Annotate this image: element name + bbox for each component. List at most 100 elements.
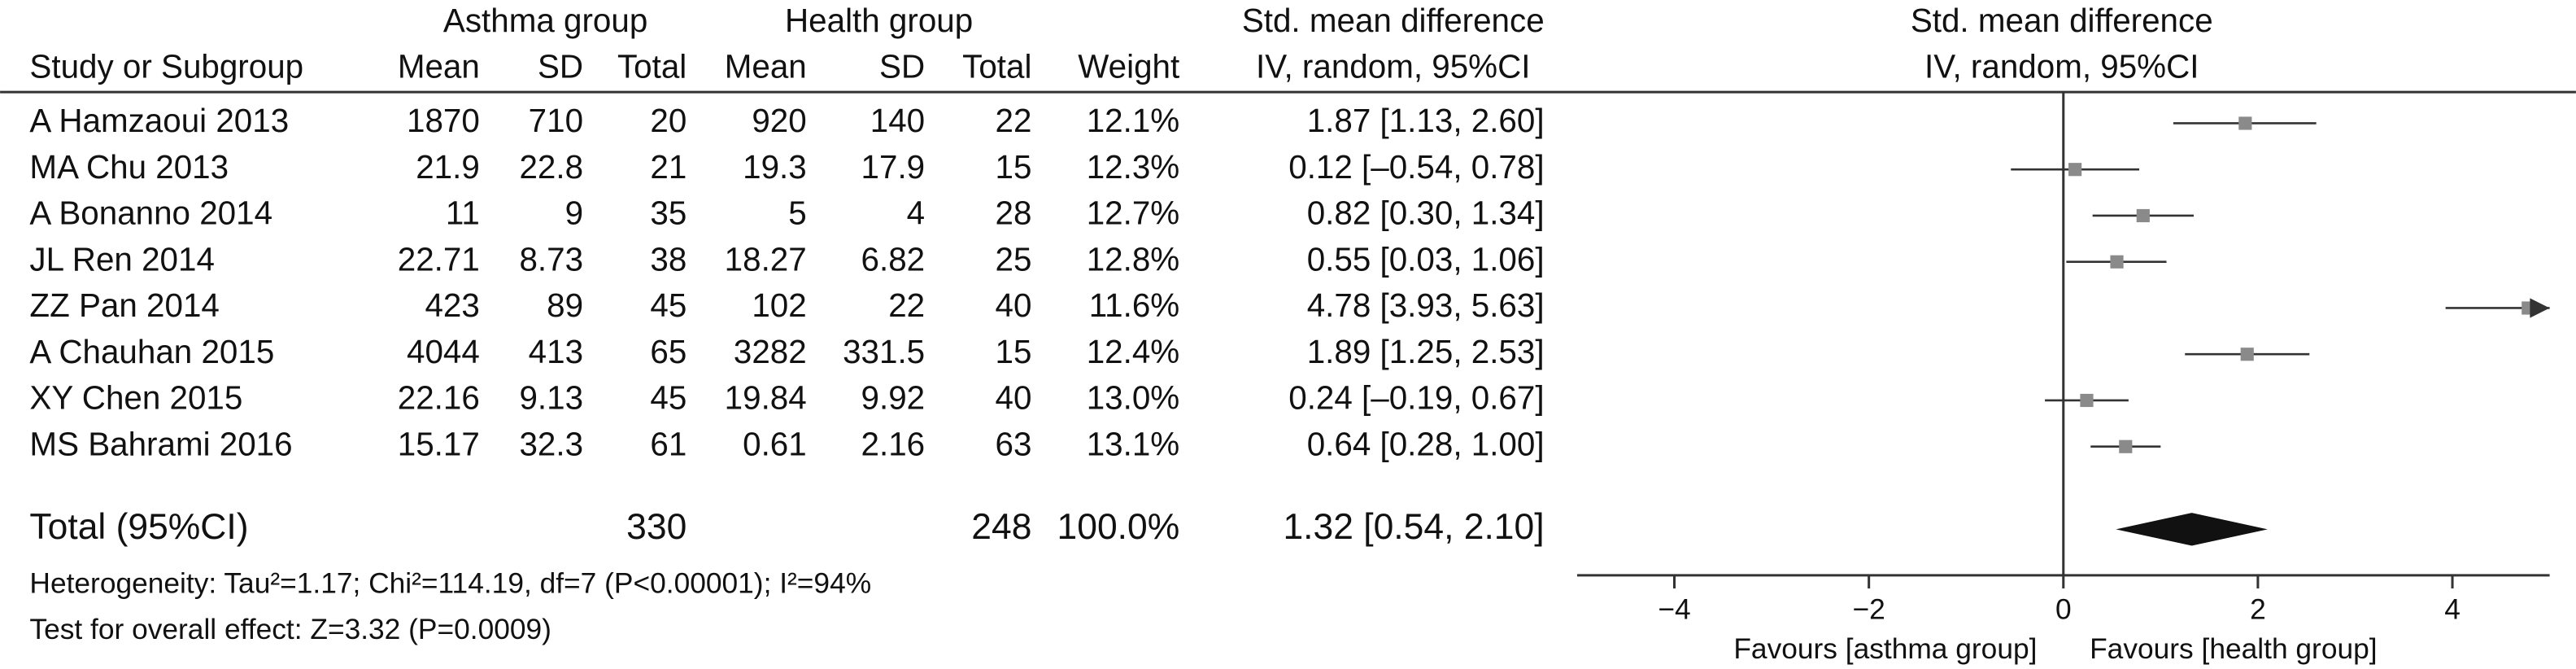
column-header: SD bbox=[879, 47, 925, 85]
x-tick-label: 4 bbox=[2444, 594, 2460, 626]
table-cell: 45 bbox=[650, 379, 686, 417]
table-cell: 12.8% bbox=[1087, 240, 1179, 278]
table-cell: 61 bbox=[650, 425, 686, 462]
table-cell: 65 bbox=[650, 333, 686, 370]
effect-square bbox=[2136, 208, 2150, 223]
table-cell: 9.92 bbox=[861, 379, 926, 417]
table-cell: 40 bbox=[996, 379, 1032, 417]
column-header: Study or Subgroup bbox=[29, 47, 303, 85]
table-cell: 21 bbox=[650, 148, 686, 186]
study-name: A Chauhan 2015 bbox=[29, 333, 274, 370]
column-header: SD bbox=[538, 47, 583, 85]
column-header: Mean bbox=[725, 47, 807, 85]
column-header: Total bbox=[617, 47, 686, 85]
table-cell: 11.6% bbox=[1089, 286, 1179, 324]
table-cell: 5 bbox=[788, 195, 806, 232]
column-header: Mean bbox=[398, 47, 480, 85]
table-cell: 0.61 bbox=[743, 425, 807, 462]
column-header: Total bbox=[962, 47, 1031, 85]
table-cell: 28 bbox=[996, 195, 1032, 232]
table-cell: 0.12 [–0.54, 0.78] bbox=[1288, 148, 1544, 186]
chart-title: Std. mean difference bbox=[1911, 2, 2213, 39]
table-cell: 22 bbox=[996, 102, 1032, 139]
study-name: A Bonanno 2014 bbox=[29, 195, 272, 232]
effect-header: Std. mean difference bbox=[1242, 2, 1545, 39]
effect-square bbox=[2240, 348, 2254, 361]
table-cell: 63 bbox=[996, 425, 1032, 462]
table-cell: 4.78 [3.93, 5.63] bbox=[1307, 286, 1545, 324]
table-cell: 140 bbox=[870, 102, 925, 139]
x-tick-label: 2 bbox=[2250, 594, 2266, 626]
table-cell: 4 bbox=[907, 195, 925, 232]
table-cell: 3282 bbox=[734, 333, 807, 370]
x-tick-label: −2 bbox=[1853, 594, 1885, 626]
table-cell: 22.16 bbox=[398, 379, 480, 417]
total-cell: 330 bbox=[626, 507, 686, 547]
column-header: Weight bbox=[1078, 47, 1179, 85]
table-cell: 2.16 bbox=[861, 425, 926, 462]
table-cell: 45 bbox=[650, 286, 686, 324]
heterogeneity: Heterogeneity: Tau²=1.17; Chi²=114.19, d… bbox=[29, 567, 871, 599]
study-name: MA Chu 2013 bbox=[29, 148, 229, 186]
study-name: JL Ren 2014 bbox=[29, 240, 214, 278]
total-cell: 248 bbox=[971, 507, 1031, 547]
table-cell: 0.82 [0.30, 1.34] bbox=[1307, 195, 1545, 232]
table-cell: 32.3 bbox=[519, 425, 583, 462]
overall-effect: Test for overall effect: Z=3.32 (P=0.000… bbox=[29, 614, 551, 645]
study-name: XY Chen 2015 bbox=[29, 379, 242, 417]
study-name: A Hamzaoui 2013 bbox=[29, 102, 289, 139]
table-cell: 9.13 bbox=[519, 379, 583, 417]
table-cell: 0.55 [0.03, 1.06] bbox=[1307, 240, 1545, 278]
study-marks bbox=[2011, 116, 2550, 453]
ci-arrow bbox=[2530, 298, 2550, 318]
table-cell: 1.89 [1.25, 2.53] bbox=[1307, 333, 1545, 370]
effect-square bbox=[2110, 255, 2124, 269]
table-cell: 102 bbox=[752, 286, 806, 324]
effect-square bbox=[2068, 163, 2082, 177]
table-cell: 413 bbox=[529, 333, 583, 370]
table-cell: 18.27 bbox=[725, 240, 807, 278]
group-header: Health group bbox=[785, 2, 973, 39]
table-cell: 20 bbox=[650, 102, 686, 139]
effect-square bbox=[2238, 116, 2252, 130]
table-cell: 12.1% bbox=[1087, 102, 1179, 139]
total-label: Total (95%CI) bbox=[29, 507, 248, 547]
study-name: ZZ Pan 2014 bbox=[29, 286, 219, 324]
table-cell: 38 bbox=[650, 240, 686, 278]
table-cell: 35 bbox=[650, 195, 686, 232]
table-cell: 423 bbox=[425, 286, 479, 324]
table-cell: 15 bbox=[996, 148, 1032, 186]
table-cell: 22 bbox=[888, 286, 925, 324]
table-cell: 710 bbox=[529, 102, 583, 139]
table-cell: 1.87 [1.13, 2.60] bbox=[1307, 102, 1545, 139]
total-cell: 1.32 [0.54, 2.10] bbox=[1283, 507, 1544, 547]
group-header: Asthma group bbox=[443, 2, 647, 39]
table-cell: 13.1% bbox=[1087, 425, 1179, 462]
effect-header: IV, random, 95%CI bbox=[1256, 47, 1530, 85]
effect-square bbox=[2080, 393, 2094, 408]
table-cell: 0.64 [0.28, 1.00] bbox=[1307, 425, 1545, 462]
table-cell: 17.9 bbox=[861, 148, 926, 186]
table-cell: 8.73 bbox=[519, 240, 583, 278]
table-cell: 331.5 bbox=[843, 333, 925, 370]
table-cell: 40 bbox=[996, 286, 1032, 324]
table-cell: 13.0% bbox=[1087, 379, 1179, 417]
table-cell: 12.7% bbox=[1087, 195, 1179, 232]
table-cell: 22.8 bbox=[519, 148, 583, 186]
table-cell: 920 bbox=[752, 102, 806, 139]
table-cell: 9 bbox=[565, 195, 583, 232]
table-cell: 12.3% bbox=[1087, 148, 1179, 186]
table-cell: 19.3 bbox=[743, 148, 807, 186]
table-cell: 19.84 bbox=[725, 379, 807, 417]
table-cell: 22.71 bbox=[398, 240, 480, 278]
x-label: Favours [asthma group] bbox=[1733, 633, 2037, 665]
table-cell: 15 bbox=[996, 333, 1032, 370]
table-cell: 11 bbox=[446, 195, 480, 232]
table-cell: 25 bbox=[996, 240, 1032, 278]
summary-diamond bbox=[2116, 513, 2268, 546]
table-cell: 89 bbox=[547, 286, 583, 324]
table-cell: 4044 bbox=[407, 333, 480, 370]
table-cell: 21.9 bbox=[416, 148, 480, 186]
